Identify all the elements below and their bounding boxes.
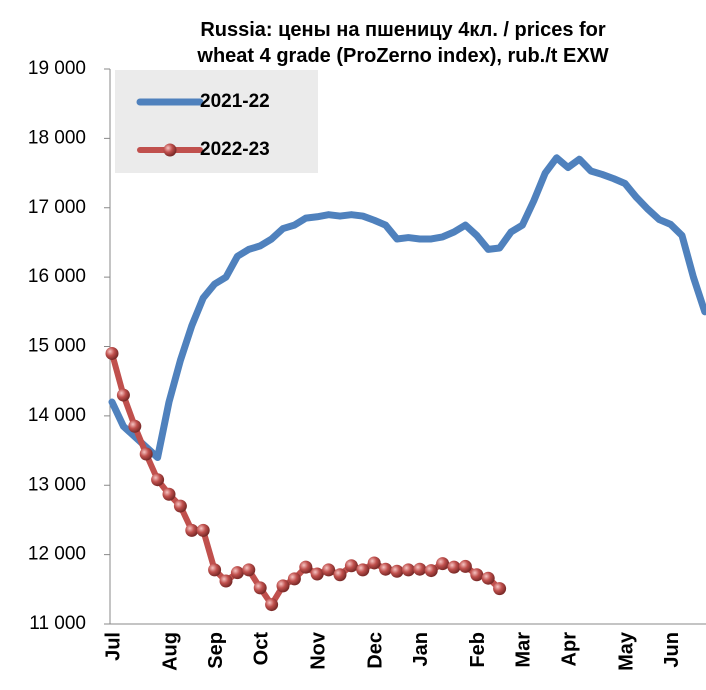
legend-label: 2021-22 bbox=[200, 91, 270, 112]
series-marker bbox=[253, 581, 267, 595]
x-tick-label: Apr bbox=[558, 632, 580, 667]
x-tick-label: Jan bbox=[410, 632, 432, 666]
series-marker bbox=[139, 447, 153, 461]
series-marker bbox=[481, 571, 495, 585]
series-marker bbox=[470, 568, 484, 582]
series-marker bbox=[424, 564, 438, 578]
series-marker bbox=[162, 487, 176, 501]
x-tick-label: Nov bbox=[307, 631, 329, 670]
x-tick-label: Feb bbox=[467, 632, 489, 668]
series-marker bbox=[367, 556, 381, 570]
series-marker bbox=[299, 560, 313, 574]
y-tick-label: 17 000 bbox=[28, 197, 86, 218]
legend-box bbox=[115, 70, 318, 173]
legend-marker bbox=[163, 143, 177, 157]
series-marker bbox=[219, 574, 233, 588]
y-tick-label: 15 000 bbox=[28, 336, 86, 357]
series-marker bbox=[322, 563, 336, 577]
x-tick-label: Aug bbox=[159, 632, 181, 671]
series-marker bbox=[230, 566, 244, 580]
series-marker bbox=[185, 523, 199, 537]
x-tick-label: May bbox=[615, 631, 637, 671]
series-marker bbox=[151, 473, 165, 487]
y-tick-label: 18 000 bbox=[28, 127, 86, 148]
series-marker bbox=[265, 598, 279, 612]
series-marker bbox=[413, 562, 427, 576]
series-marker bbox=[116, 388, 130, 402]
series-marker bbox=[344, 559, 358, 573]
series-marker bbox=[493, 582, 507, 596]
series-marker bbox=[105, 346, 119, 360]
series-marker bbox=[196, 523, 210, 537]
series-marker bbox=[276, 579, 290, 593]
x-tick-label: Mar bbox=[513, 632, 535, 668]
x-tick-label: Jun bbox=[661, 632, 683, 668]
series-marker bbox=[458, 559, 472, 573]
x-tick-label: Oct bbox=[250, 632, 272, 666]
series-marker bbox=[310, 567, 324, 581]
series-marker bbox=[436, 557, 450, 571]
y-tick-label: 19 000 bbox=[28, 58, 86, 79]
series-line bbox=[108, 154, 706, 461]
series-marker bbox=[447, 560, 461, 574]
chart-title: wheat 4 grade (ProZerno index), rub./t E… bbox=[196, 45, 608, 67]
series-marker bbox=[333, 568, 347, 582]
y-tick-label: 13 000 bbox=[28, 474, 86, 495]
series-marker bbox=[128, 419, 142, 433]
y-tick-label: 12 000 bbox=[28, 544, 86, 565]
series-marker bbox=[379, 562, 393, 576]
y-tick-label: 14 000 bbox=[28, 405, 86, 426]
legend-label: 2022-23 bbox=[200, 139, 270, 160]
x-tick-label: Sep bbox=[205, 632, 227, 669]
series-marker bbox=[242, 563, 256, 577]
plot bbox=[105, 154, 706, 612]
y-tick-label: 11 000 bbox=[29, 613, 86, 634]
series-marker bbox=[356, 563, 370, 577]
y-tick-label: 16 000 bbox=[28, 266, 86, 287]
x-tick-label: Jul bbox=[102, 632, 124, 661]
series-marker bbox=[208, 563, 222, 577]
chart-title: Russia: цены на пшеницу 4кл. / prices fo… bbox=[200, 19, 606, 41]
x-tick-label: Dec bbox=[364, 632, 386, 669]
series-marker bbox=[173, 499, 187, 513]
series-marker bbox=[401, 563, 415, 577]
series-marker bbox=[287, 572, 301, 586]
series-marker bbox=[390, 564, 404, 578]
